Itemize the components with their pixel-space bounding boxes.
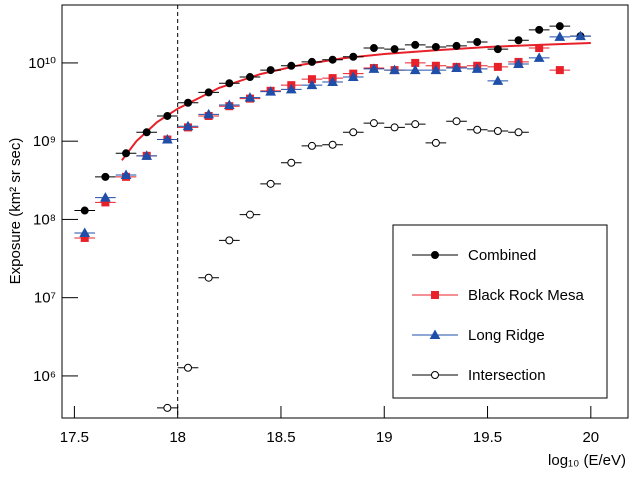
data-point — [266, 179, 275, 188]
fit-line — [121, 42, 591, 161]
data-point — [369, 119, 378, 128]
data-point — [431, 138, 440, 147]
data-point — [266, 66, 275, 75]
data-point — [225, 236, 234, 245]
data-point — [389, 64, 400, 75]
data-point — [411, 120, 420, 129]
data-point — [245, 73, 254, 82]
data-point — [575, 30, 586, 41]
x-tick-label: 18.5 — [266, 429, 295, 446]
x-tick-label: 20 — [582, 429, 599, 446]
data-point — [555, 22, 564, 31]
data-point — [287, 61, 296, 70]
data-point — [245, 210, 254, 219]
data-point — [327, 76, 338, 87]
legend-label: Black Rock Mesa — [468, 287, 585, 304]
data-point — [349, 128, 358, 137]
y-tick-label: 10⁷ — [34, 290, 56, 307]
data-point — [409, 64, 421, 75]
data-point — [307, 57, 316, 66]
data-point — [285, 83, 297, 94]
data-point — [80, 206, 89, 215]
x-tick-label: 18 — [169, 429, 186, 446]
legend-marker — [431, 371, 439, 379]
data-point — [431, 42, 440, 51]
data-point — [368, 63, 380, 73]
y-tick-label: 10⁶ — [33, 368, 56, 385]
data-point — [306, 79, 318, 90]
data-point — [535, 25, 544, 34]
data-point — [101, 172, 110, 181]
data-point — [307, 141, 316, 150]
data-point — [349, 52, 358, 61]
data-point — [554, 31, 566, 41]
data-point — [184, 98, 193, 107]
data-point — [204, 88, 213, 97]
data-point — [142, 128, 151, 137]
data-point — [535, 44, 544, 53]
data-point — [287, 158, 296, 167]
data-point — [141, 150, 153, 160]
data-point — [493, 62, 502, 71]
data-point — [471, 63, 483, 73]
data-point — [328, 140, 337, 149]
legend-marker — [431, 251, 439, 259]
data-point — [473, 125, 482, 134]
data-point — [533, 52, 545, 62]
data-point — [122, 149, 131, 158]
legend-marker — [429, 329, 441, 339]
data-point — [514, 36, 523, 45]
data-point — [411, 40, 420, 49]
data-point — [555, 66, 564, 75]
data-point — [184, 363, 193, 372]
data-point — [161, 134, 173, 144]
data-point — [203, 108, 215, 119]
x-tick-label: 19 — [376, 429, 393, 446]
data-point — [430, 64, 442, 75]
data-point — [369, 44, 378, 53]
data-point — [163, 403, 172, 412]
data-point — [390, 123, 399, 132]
legend-box — [392, 224, 608, 399]
data-point — [163, 111, 172, 120]
data-point — [493, 45, 502, 54]
data-point — [265, 86, 276, 96]
data-point — [514, 128, 523, 137]
data-point — [244, 92, 256, 102]
plot-frame — [61, 4, 629, 419]
data-point — [390, 45, 399, 54]
data-point — [100, 192, 111, 202]
x-tick-label: 19.5 — [473, 429, 502, 446]
legend-label: Combined — [468, 247, 536, 264]
data-point — [204, 273, 213, 282]
data-point — [452, 41, 461, 50]
data-point — [492, 75, 504, 85]
legend-label: Intersection — [468, 367, 546, 384]
x-tick-label: 17.5 — [60, 429, 89, 446]
legend-label: Long Ridge — [468, 327, 545, 344]
data-point — [347, 71, 359, 82]
y-tick-label: 10⁸ — [33, 211, 56, 228]
data-point — [120, 169, 132, 179]
data-point — [513, 58, 524, 68]
data-point — [493, 126, 502, 135]
data-point — [79, 227, 91, 238]
data-point — [223, 99, 235, 110]
x-axis-label: log₁₀ (E/eV) — [548, 452, 626, 469]
y-axis-label: Exposure (km² sr sec) — [7, 138, 24, 285]
data-point — [473, 38, 482, 47]
data-point — [451, 62, 462, 73]
data-point — [328, 55, 337, 64]
data-point — [182, 120, 194, 131]
data-point — [452, 117, 461, 126]
y-tick-label: 10¹⁰ — [28, 55, 56, 72]
data-point — [225, 79, 234, 88]
y-tick-label: 10⁹ — [33, 133, 56, 150]
legend-marker — [431, 291, 439, 299]
